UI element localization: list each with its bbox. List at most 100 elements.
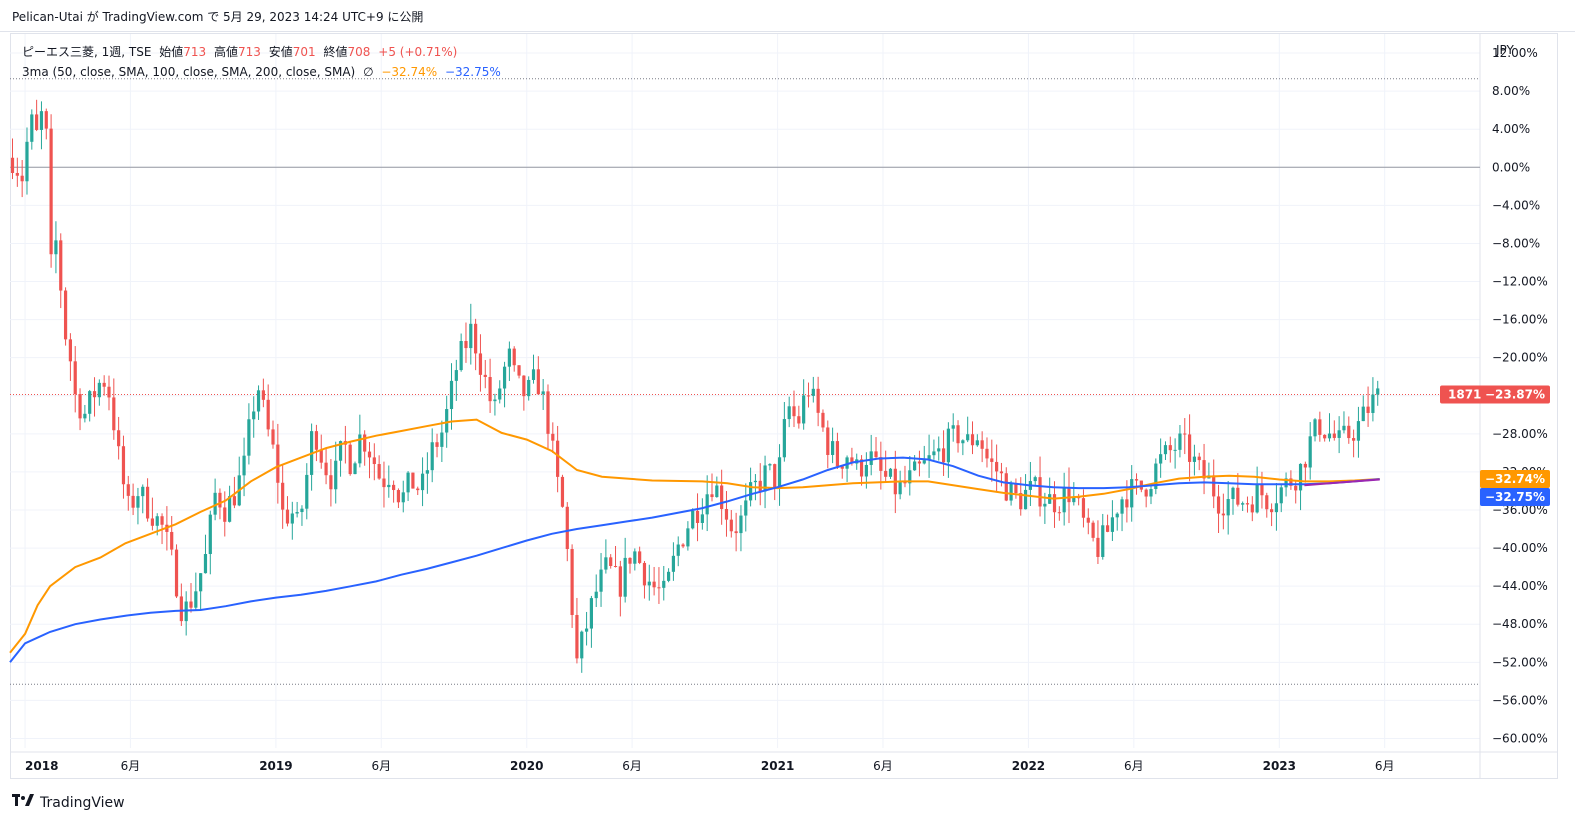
candle-up [1376, 388, 1380, 395]
candle-up [227, 496, 232, 522]
candle-down [1352, 438, 1356, 441]
ma50-line [9, 418, 1380, 654]
low-label: 安値 [268, 45, 293, 59]
x-tick-label: 2022 [1012, 759, 1045, 773]
candle-up [768, 464, 772, 466]
candle-down [792, 406, 796, 417]
candle-down [223, 507, 227, 522]
candle-up [951, 425, 955, 429]
candle-up [387, 484, 391, 488]
candle-down [985, 448, 989, 459]
candle-down [956, 425, 960, 444]
y-tick-label: −60.00% [1492, 731, 1548, 745]
candle-down [970, 434, 975, 446]
candle-up [425, 470, 429, 474]
candle-down [1086, 517, 1090, 523]
hide-icon[interactable]: ∅ [363, 65, 374, 79]
candle-up [531, 369, 536, 380]
candle-down [150, 518, 155, 526]
candle-up [1072, 497, 1076, 503]
candle-up [420, 473, 425, 491]
candle-up [700, 514, 704, 523]
symbol-label[interactable]: ピーエス三菱, 1週, TSE [22, 45, 152, 59]
axis-badges: −23.87% 1871 −32.74% −32.75% [1440, 385, 1550, 507]
candle-down [285, 509, 290, 524]
currency-label: JPY [1495, 43, 1515, 57]
tradingview-brand[interactable]: TradingView [12, 794, 125, 812]
candle-down [1187, 434, 1192, 462]
price-badge-label: 1871 [1448, 388, 1481, 402]
y-tick-label: −44.00% [1492, 579, 1548, 593]
candle-down [546, 391, 550, 434]
candle-up [338, 441, 343, 461]
candle-down [329, 475, 333, 490]
candle-down [1347, 425, 1351, 439]
candle-down [63, 290, 68, 340]
candle-down [1144, 489, 1148, 497]
candle-up [1274, 503, 1279, 513]
symbol-legend: ピーエス三菱, 1週, TSE 始値713 高値713 安値701 終値708 … [22, 43, 461, 60]
candle-down [990, 458, 994, 462]
candle-down [941, 448, 946, 463]
chart-frame[interactable] [10, 33, 1558, 779]
candle-up [922, 460, 926, 464]
ma100-value: −32.75% [444, 65, 501, 79]
candle-down [324, 462, 328, 476]
y-tick-label: −52.00% [1492, 655, 1548, 669]
candle-up [715, 485, 719, 498]
candle-down [170, 531, 174, 550]
candle-up [1178, 433, 1182, 450]
candle-down [488, 376, 492, 402]
candle-down [657, 587, 661, 589]
candle-down [179, 596, 183, 622]
candle-up [647, 581, 651, 586]
y-tick-label: 0.00% [1492, 160, 1530, 174]
candle-down [112, 397, 116, 431]
candle-down [121, 446, 126, 485]
candle-down [78, 394, 82, 419]
candle-up [599, 569, 603, 592]
candle-up [1284, 478, 1288, 488]
candle-down [734, 531, 738, 534]
candle-down [1004, 473, 1008, 501]
candle-up [1120, 499, 1124, 514]
candle-up [305, 474, 309, 509]
candle-down [917, 461, 922, 464]
candle-down [35, 114, 39, 130]
candle-up [691, 510, 695, 529]
x-tick-label: 6月 [1124, 759, 1144, 773]
candle-up [194, 591, 198, 608]
candle-down [797, 416, 801, 424]
candle-down [382, 478, 386, 488]
candle-up [493, 399, 497, 402]
candle-up [199, 573, 203, 592]
candle-down [396, 490, 401, 503]
candle-up [676, 544, 680, 556]
candle-up [1298, 463, 1303, 491]
candle-down [1294, 485, 1298, 491]
candle-up [30, 114, 34, 142]
y-tick-label: −4.00% [1492, 198, 1540, 212]
candle-up [744, 500, 748, 516]
candle-down [15, 172, 19, 176]
candle-up [908, 470, 912, 484]
candle-down [1038, 477, 1042, 507]
x-tick-label: 2021 [761, 759, 794, 773]
candle-up [295, 512, 299, 514]
candle-down [575, 614, 579, 659]
candle-up [1371, 394, 1375, 413]
candle-down [1125, 499, 1129, 508]
candle-up [1255, 483, 1259, 513]
candle-down [276, 444, 280, 483]
candle-down [840, 466, 844, 469]
brand-name: TradingView [40, 795, 125, 811]
ma50-badge-bg [1480, 469, 1550, 488]
candle-up [247, 419, 251, 456]
x-tick-label: 2023 [1263, 759, 1296, 773]
indicator-label[interactable]: 3ma (50, close, SMA, 100, close, SMA, 20… [22, 65, 356, 79]
candle-up [1192, 456, 1197, 462]
candle-down [859, 459, 864, 477]
candle-down [1269, 509, 1274, 513]
candle-up [748, 482, 753, 501]
